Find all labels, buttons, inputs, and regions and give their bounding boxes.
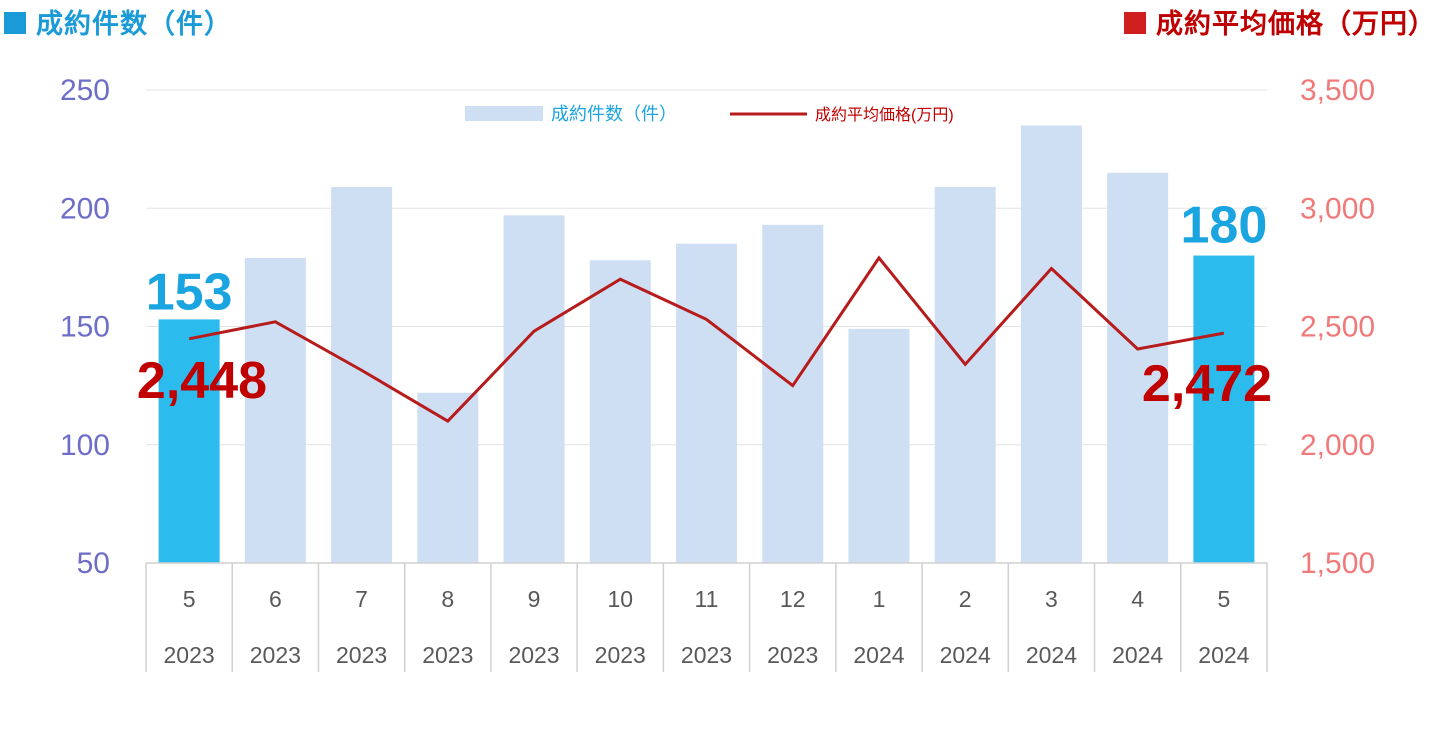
bar-highlight (1193, 255, 1255, 564)
x-axis: 5202362023720238202392023102023112023122… (145, 562, 1268, 672)
left-tick-label: 50 (77, 547, 110, 580)
x-tick-month: 9 (528, 586, 541, 612)
x-tick-year: 2023 (422, 642, 473, 668)
right-tick-label: 3,500 (1300, 74, 1375, 107)
right-tick-label: 2,500 (1300, 311, 1375, 344)
x-tick-month: 5 (1217, 586, 1230, 612)
x-tick-month: 10 (607, 586, 633, 612)
x-tick-month: 1 (873, 586, 886, 612)
bar (244, 257, 306, 563)
left-tick-label: 150 (60, 311, 110, 344)
y-axis-labels: 50 100 150 200 250 1,500 2,000 2,500 3,000 3,500 (60, 74, 1375, 580)
right-axis-title-text: 成約平均価格（万円） (1156, 9, 1436, 40)
x-tick-month: 7 (355, 586, 368, 612)
x-tick-year: 2024 (1198, 642, 1249, 668)
price-label-last: 2,472 (1142, 355, 1272, 413)
legend-bar-swatch (465, 106, 543, 121)
x-tick-year: 2024 (1112, 642, 1163, 668)
bar (417, 392, 479, 563)
price-label-first: 2,448 (137, 352, 267, 410)
right-axis-title: 成約平均価格（万円） (1124, 2, 1436, 41)
bar (1020, 125, 1082, 563)
blue-square-icon (4, 12, 26, 34)
bar (503, 215, 565, 563)
count-label-first: 153 (146, 263, 233, 321)
legend-line-label: 成約平均価格(万円) (815, 106, 954, 124)
bar (848, 328, 910, 563)
bar (934, 186, 996, 563)
left-tick-label: 200 (60, 192, 110, 225)
bar (1107, 172, 1169, 563)
right-tick-label: 1,500 (1300, 547, 1375, 580)
data-labels: 153 180 2,448 2,472 (137, 197, 1272, 413)
right-tick-label: 2,000 (1300, 429, 1375, 462)
x-tick-month: 11 (695, 586, 719, 612)
x-tick-month: 2 (959, 586, 972, 612)
x-tick-month: 3 (1045, 586, 1058, 612)
bar (676, 243, 737, 563)
x-tick-year: 2023 (250, 642, 301, 668)
x-tick-year: 2023 (681, 642, 732, 668)
x-tick-year: 2023 (767, 642, 818, 668)
x-tick-month: 5 (183, 586, 196, 612)
price-line (188, 255, 1225, 423)
left-tick-label: 250 (60, 74, 110, 107)
bar (331, 186, 393, 563)
x-tick-month: 4 (1131, 586, 1144, 612)
x-tick-month: 6 (269, 586, 282, 612)
bar (589, 260, 651, 563)
x-tick-year: 2023 (595, 642, 646, 668)
x-tick-year: 2023 (164, 642, 215, 668)
x-tick-year: 2024 (853, 642, 904, 668)
x-tick-year: 2023 (508, 642, 559, 668)
x-tick-month: 12 (780, 586, 806, 612)
red-square-icon (1124, 12, 1146, 34)
right-tick-label: 3,000 (1300, 192, 1375, 225)
x-tick-year: 2023 (336, 642, 387, 668)
bar-series (158, 125, 1255, 564)
x-tick-year: 2024 (940, 642, 991, 668)
bar (762, 224, 824, 563)
legend: 成約件数（件） 成約平均価格(万円) (465, 104, 954, 124)
legend-bar-label: 成約件数（件） (551, 104, 677, 124)
line-series (188, 255, 1225, 423)
left-tick-label: 100 (60, 429, 110, 462)
x-tick-month: 8 (441, 586, 454, 612)
left-axis-title: 成約件数（件） (4, 2, 232, 41)
count-label-last: 180 (1181, 197, 1268, 255)
x-tick-year: 2024 (1026, 642, 1077, 668)
left-axis-title-text: 成約件数（件） (36, 9, 232, 40)
bar-highlight (158, 319, 220, 563)
